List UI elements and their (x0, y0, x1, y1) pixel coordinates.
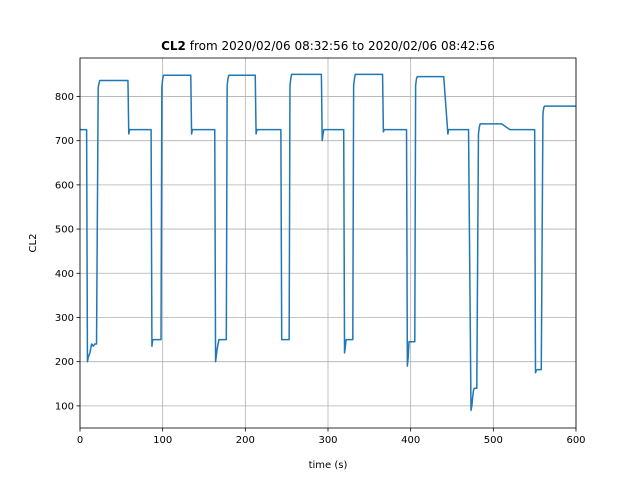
x-tick-label: 600 (566, 435, 585, 446)
y-tick-label: 200 (55, 357, 74, 368)
y-axis-label: CL2 (28, 234, 39, 253)
y-tick-label: 800 (55, 92, 74, 103)
x-tick-label: 0 (77, 435, 83, 446)
y-tick-label: 500 (55, 225, 74, 236)
chart-title: CL2 from 2020/02/06 08:32:56 to 2020/02/… (161, 39, 495, 53)
cl2-series-line (80, 73, 576, 412)
chart-title-rest: from 2020/02/06 08:32:56 to 2020/02/06 0… (186, 39, 495, 53)
x-tick-label: 100 (153, 435, 172, 446)
y-tick-label: 300 (55, 313, 74, 324)
y-tick-label: 100 (55, 401, 74, 412)
axis-ticks: 0 100 200 300 400 500 600 100 200 300 400 500 600 700… (55, 92, 586, 446)
y-tick-label: 600 (55, 180, 74, 191)
x-tick-label: 200 (236, 435, 255, 446)
x-tick-label: 300 (318, 435, 337, 446)
y-tick-label: 400 (55, 269, 74, 280)
y-tick-label: 700 (55, 136, 74, 147)
chart-title-bold: CL2 (161, 39, 186, 53)
x-axis-label: time (s) (309, 460, 348, 471)
series-layer (80, 73, 576, 412)
grid-lines (79, 58, 577, 428)
x-tick-label: 400 (401, 435, 420, 446)
x-tick-label: 500 (484, 435, 503, 446)
